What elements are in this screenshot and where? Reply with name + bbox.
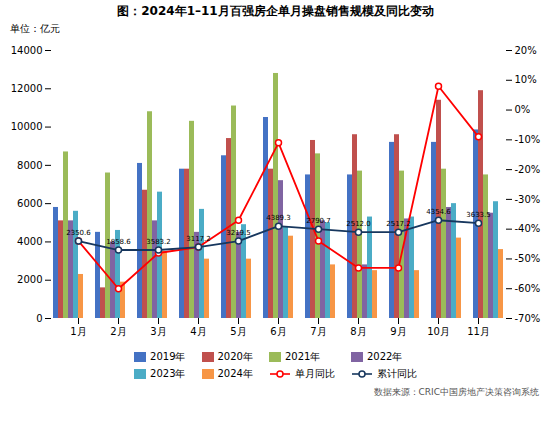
- svg-text:3219.5: 3219.5: [226, 229, 251, 237]
- svg-text:0%: 0%: [515, 104, 531, 115]
- svg-text:-20%: -20%: [515, 164, 541, 175]
- svg-text:11月: 11月: [467, 326, 490, 337]
- svg-text:-10%: -10%: [515, 134, 541, 145]
- svg-text:2790.7: 2790.7: [306, 217, 331, 225]
- svg-text:2月: 2月: [110, 326, 126, 337]
- html-text:图：2024年1–11月百强房企单月操盘销售规模及同比变动: 图：2024年1–11月百强房企单月操盘销售规模及同比变动: [117, 4, 434, 18]
- svg-text:7月: 7月: [310, 326, 326, 337]
- html-text:2023年: 2023年: [150, 368, 186, 379]
- svg-text:4389.3: 4389.3: [266, 214, 291, 222]
- svg-text:-40%: -40%: [515, 223, 541, 234]
- svg-text:2000: 2000: [17, 274, 42, 285]
- html-text:2020年: 2020年: [217, 351, 253, 362]
- svg-text:6月: 6月: [270, 326, 286, 337]
- html-text:单位：亿元: 单位：亿元: [10, 23, 60, 34]
- svg-text:3583.2: 3583.2: [146, 238, 171, 246]
- svg-text:8月: 8月: [350, 326, 366, 337]
- html-text:单月同比: 单月同比: [295, 368, 335, 379]
- html-text:2022年: 2022年: [367, 351, 403, 362]
- svg-text:2517.2: 2517.2: [386, 220, 411, 228]
- svg-text:12000: 12000: [11, 83, 43, 94]
- svg-text:2512.0: 2512.0: [346, 220, 371, 228]
- svg-text:10000: 10000: [11, 121, 43, 132]
- svg-text:4月: 4月: [190, 326, 206, 337]
- svg-text:-50%: -50%: [515, 253, 541, 264]
- html-text:累计同比: 累计同比: [377, 368, 417, 379]
- svg-text:10月: 10月: [427, 326, 450, 337]
- svg-text:6000: 6000: [17, 198, 42, 209]
- html-text:2019年: 2019年: [150, 351, 186, 362]
- svg-text:1月: 1月: [70, 326, 86, 337]
- html-text:数据来源：CRIC中国房地产决策咨询系统: 数据来源：CRIC中国房地产决策咨询系统: [373, 387, 539, 397]
- svg-text:14000: 14000: [11, 45, 43, 56]
- svg-text:4354.6: 4354.6: [426, 208, 451, 216]
- svg-text:4000: 4000: [17, 236, 42, 247]
- svg-text:-30%: -30%: [515, 194, 541, 205]
- svg-text:9月: 9月: [390, 326, 406, 337]
- svg-text:3月: 3月: [150, 326, 166, 337]
- svg-text:0: 0: [36, 313, 42, 324]
- svg-text:-60%: -60%: [515, 283, 541, 294]
- svg-text:10%: 10%: [515, 74, 537, 85]
- svg-text:3117.2: 3117.2: [186, 235, 211, 243]
- svg-text:2350.6: 2350.6: [66, 229, 91, 237]
- html-text:2024年: 2024年: [217, 368, 253, 379]
- svg-text:20%: 20%: [515, 45, 537, 56]
- svg-text:3633.5: 3633.5: [466, 211, 491, 219]
- svg-text:8000: 8000: [17, 160, 42, 171]
- svg-text:5月: 5月: [230, 326, 246, 337]
- svg-text:-70%: -70%: [515, 313, 541, 324]
- html-text:2021年: 2021年: [285, 351, 321, 362]
- svg-text:1858.6: 1858.6: [106, 238, 131, 246]
